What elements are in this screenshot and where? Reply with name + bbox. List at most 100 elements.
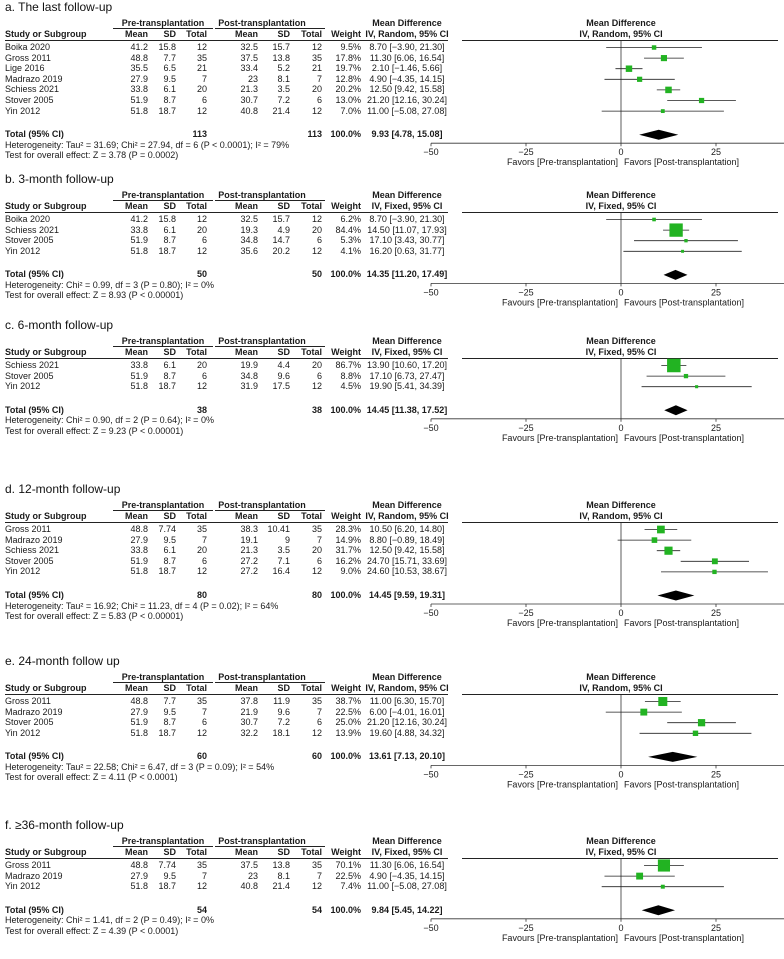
study-weight: 5.3% [340, 235, 361, 246]
x-tick-label: 0 [618, 147, 623, 157]
pre-total: 20 [196, 84, 207, 95]
overall-effect-text: Test for overall effect: Z = 5.83 (P < 0… [5, 611, 184, 621]
total-post-n: 113 [307, 129, 322, 140]
study-ci-text: 11.00 [6.30, 15.70] [369, 696, 445, 706]
favors-left-label: Favors [Pre-transplantation] [507, 157, 618, 167]
header-rule [5, 694, 448, 695]
col-post-mean: Mean [234, 29, 258, 39]
total-ci-text: 13.61 [7.13, 20.10] [368, 751, 446, 762]
study-weight: 4.1% [340, 245, 361, 256]
plot-md-header: Mean Difference [586, 336, 656, 346]
pre-mean: 51.9 [130, 555, 148, 566]
post-sd: 15.7 [272, 214, 290, 224]
plot-md-header: Mean Difference [586, 500, 656, 510]
post-total: 12 [311, 566, 322, 577]
col-method: IV, Fixed, 95% CI [371, 847, 443, 857]
plot-method: IV, Fixed, 95% CI [585, 201, 657, 211]
plot-header-rule [462, 358, 778, 359]
col-post-sd: SD [277, 347, 290, 357]
x-tick-label: −50 [423, 769, 438, 779]
col-post-mean: Mean [234, 847, 258, 857]
pre-sd: 8.7 [163, 555, 176, 566]
post-sd: 15.7 [272, 42, 290, 52]
study-weight: 38.7% [335, 696, 361, 706]
pre-mean: 48.8 [130, 860, 148, 870]
col-pre-sd: SD [163, 847, 176, 857]
pre-mean: 27.9 [130, 73, 148, 84]
plot-method: IV, Random, 95% CI [579, 29, 663, 39]
post-sd: 7.2 [277, 95, 290, 105]
study-ci-text: 12.50 [9.42, 15.58] [369, 545, 445, 556]
study-marker [695, 385, 699, 389]
pre-underline [113, 346, 213, 347]
study-marker [651, 45, 657, 50]
post-mean: 40.8 [240, 881, 258, 892]
study-name: Stover 2005 [5, 95, 54, 105]
post-mean: 23 [247, 870, 258, 881]
pre-total: 12 [196, 881, 207, 892]
post-sd: 11.9 [273, 696, 290, 706]
favors-right-label: Favours [Post-transplantation] [624, 433, 744, 443]
pre-total: 12 [196, 727, 207, 738]
study-name: Madrazo 2019 [5, 73, 63, 84]
post-sd: 5.2 [277, 63, 290, 74]
study-name: Boika 2020 [5, 214, 51, 224]
study-weight: 22.5% [335, 870, 361, 881]
post-mean: 32.5 [240, 214, 258, 224]
pre-sd: 7.7 [163, 696, 176, 706]
study-name: Gross 2011 [5, 524, 51, 534]
x-tick-label: −50 [423, 287, 438, 297]
study-weight: 7.4% [340, 881, 361, 892]
x-tick-label: −50 [423, 608, 438, 618]
post-underline [215, 510, 325, 511]
col-post-total: Total [301, 683, 322, 693]
pre-mean: 51.8 [130, 245, 148, 256]
group-header-pre: Pre-transplantation [121, 672, 205, 682]
pre-sd: 6.5 [163, 63, 176, 74]
post-total: 35 [311, 696, 322, 706]
post-total: 20 [311, 545, 322, 556]
study-weight: 31.7% [335, 545, 361, 556]
pre-mean: 27.9 [130, 870, 148, 881]
study-name: Stover 2005 [5, 555, 54, 566]
total-label: Total (95% CI) [5, 129, 64, 140]
study-name: Schiess 2021 [5, 84, 60, 95]
study-marker [660, 884, 665, 889]
pre-total: 35 [196, 696, 207, 706]
study-ci-text: 10.50 [6.20, 14.80] [369, 524, 445, 534]
group-header-pre: Pre-transplantation [121, 18, 205, 28]
group-header-post: Post-transplantation [218, 836, 306, 846]
post-underline [215, 346, 325, 347]
study-name: Gross 2011 [5, 52, 51, 63]
forest-plot: −50−2502550Favours [Pre-transplantation]… [423, 859, 784, 943]
x-tick-label: −25 [518, 923, 533, 933]
post-mean: 34.8 [240, 235, 258, 246]
study-name: Schiess 2021 [5, 545, 60, 556]
post-total: 12 [311, 245, 322, 256]
post-total: 12 [311, 881, 322, 892]
post-underline [215, 846, 325, 847]
study-name: Yin 2012 [5, 881, 41, 892]
study-name: Lige 2016 [5, 63, 45, 74]
pre-mean: 51.9 [130, 370, 148, 381]
study-ci-text: 17.10 [3.43, 30.77] [369, 235, 445, 246]
group-header-post: Post-transplantation [218, 190, 306, 200]
x-tick-label: 0 [618, 423, 623, 433]
post-total: 6 [316, 95, 322, 105]
post-mean: 27.2 [240, 555, 258, 566]
pooled-diamond [648, 751, 698, 762]
pre-mean: 35.5 [130, 63, 148, 74]
pre-underline [113, 28, 213, 29]
col-method: IV, Random, 95% CI [365, 29, 449, 39]
col-weight: Weight [331, 29, 361, 39]
pre-mean: 51.8 [130, 381, 148, 392]
study-ci-text: 4.90 [−4.35, 14.15] [369, 73, 445, 84]
study-ci-text: 17.10 [6.73, 27.47] [369, 370, 445, 381]
total-pre-n: 113 [192, 129, 207, 140]
col-post-total: Total [301, 29, 322, 39]
study-weight: 7.0% [340, 105, 361, 116]
study-name: Boika 2020 [5, 42, 51, 52]
post-sd: 21.4 [272, 881, 290, 892]
col-pre-mean: Mean [124, 29, 148, 39]
study-marker [651, 537, 658, 543]
